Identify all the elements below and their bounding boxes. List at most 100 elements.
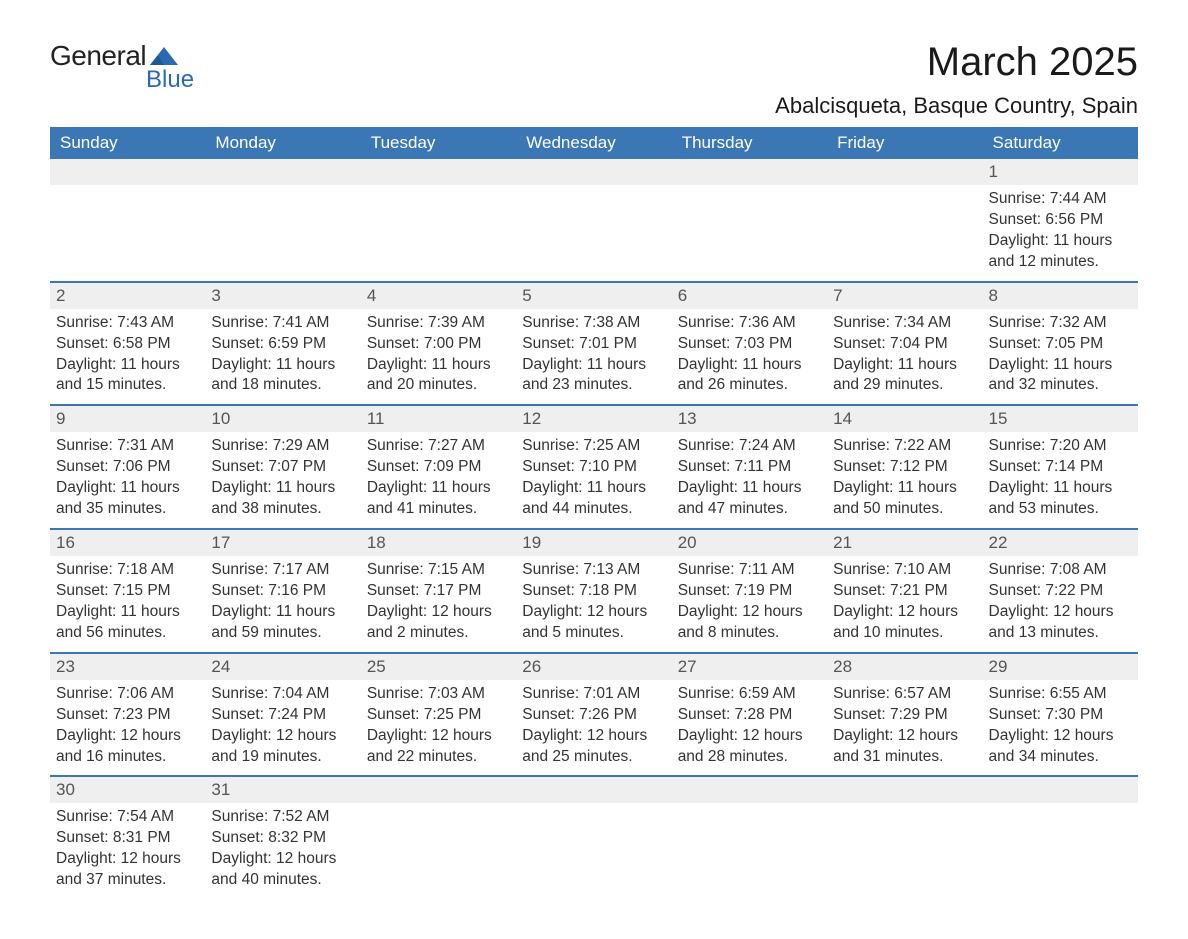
week-daynum-row: 23242526272829 bbox=[50, 653, 1138, 680]
day-detail-cell: Sunrise: 7:11 AMSunset: 7:19 PMDaylight:… bbox=[672, 556, 827, 653]
logo-text-blue: Blue bbox=[146, 66, 194, 94]
daylight-text: Daylight: 12 hours and 28 minutes. bbox=[678, 726, 817, 768]
day-number-cell: 28 bbox=[827, 653, 982, 680]
day-detail-cell: Sunrise: 7:20 AMSunset: 7:14 PMDaylight:… bbox=[983, 432, 1138, 529]
day-number-cell: 12 bbox=[516, 405, 671, 432]
sunrise-text: Sunrise: 7:06 AM bbox=[56, 684, 195, 705]
sunrise-text: Sunrise: 6:57 AM bbox=[833, 684, 972, 705]
day-number-cell: 30 bbox=[50, 776, 205, 803]
sunset-text: Sunset: 7:03 PM bbox=[678, 334, 817, 355]
sunset-text: Sunset: 7:01 PM bbox=[522, 334, 661, 355]
week-daynum-row: 3031 bbox=[50, 776, 1138, 803]
sunset-text: Sunset: 7:09 PM bbox=[367, 457, 506, 478]
day-detail-cell: Sunrise: 7:25 AMSunset: 7:10 PMDaylight:… bbox=[516, 432, 671, 529]
day-number-cell: 14 bbox=[827, 405, 982, 432]
daylight-text: Daylight: 12 hours and 34 minutes. bbox=[989, 726, 1128, 768]
sunrise-text: Sunrise: 7:13 AM bbox=[522, 560, 661, 581]
sunset-text: Sunset: 7:26 PM bbox=[522, 705, 661, 726]
sunset-text: Sunset: 8:32 PM bbox=[211, 828, 350, 849]
sunrise-text: Sunrise: 7:34 AM bbox=[833, 313, 972, 334]
day-detail-cell: Sunrise: 7:10 AMSunset: 7:21 PMDaylight:… bbox=[827, 556, 982, 653]
day-number-cell: 8 bbox=[983, 282, 1138, 309]
sunrise-text: Sunrise: 7:27 AM bbox=[367, 436, 506, 457]
day-number-cell: 16 bbox=[50, 529, 205, 556]
day-number-cell bbox=[827, 159, 982, 185]
week-detail-row: Sunrise: 7:44 AMSunset: 6:56 PMDaylight:… bbox=[50, 185, 1138, 282]
week-detail-row: Sunrise: 7:43 AMSunset: 6:58 PMDaylight:… bbox=[50, 309, 1138, 406]
day-number-cell bbox=[516, 159, 671, 185]
day-number-cell: 20 bbox=[672, 529, 827, 556]
month-title: March 2025 bbox=[775, 40, 1138, 85]
daylight-text: Daylight: 11 hours and 12 minutes. bbox=[989, 231, 1128, 273]
day-number-cell: 4 bbox=[361, 282, 516, 309]
sunrise-text: Sunrise: 7:39 AM bbox=[367, 313, 506, 334]
week-daynum-row: 16171819202122 bbox=[50, 529, 1138, 556]
sunset-text: Sunset: 7:23 PM bbox=[56, 705, 195, 726]
sunset-text: Sunset: 7:05 PM bbox=[989, 334, 1128, 355]
sunrise-text: Sunrise: 7:11 AM bbox=[678, 560, 817, 581]
sunrise-text: Sunrise: 7:29 AM bbox=[211, 436, 350, 457]
sunrise-text: Sunrise: 7:08 AM bbox=[989, 560, 1128, 581]
day-detail-cell bbox=[672, 185, 827, 282]
day-detail-cell: Sunrise: 6:57 AMSunset: 7:29 PMDaylight:… bbox=[827, 680, 982, 777]
week-detail-row: Sunrise: 7:06 AMSunset: 7:23 PM Daylight:… bbox=[50, 680, 1138, 777]
sunrise-text: Sunrise: 7:32 AM bbox=[989, 313, 1128, 334]
day-number-cell bbox=[672, 776, 827, 803]
weekday-header: Friday bbox=[827, 127, 982, 159]
daylight-text: Daylight: 12 hours and 13 minutes. bbox=[989, 602, 1128, 644]
sunrise-text: Sunrise: 7:18 AM bbox=[56, 560, 195, 581]
sunset-text: Sunset: 7:14 PM bbox=[989, 457, 1128, 478]
day-detail-cell bbox=[672, 803, 827, 899]
day-number-cell: 27 bbox=[672, 653, 827, 680]
sunset-text: Sunset: 7:21 PM bbox=[833, 581, 972, 602]
day-number-cell: 17 bbox=[205, 529, 360, 556]
sunrise-text: Sunrise: 7:15 AM bbox=[367, 560, 506, 581]
day-detail-cell: Sunrise: 7:04 AMSunset: 7:24 PMDaylight:… bbox=[205, 680, 360, 777]
day-number-cell bbox=[983, 776, 1138, 803]
day-detail-cell: Sunrise: 7:24 AMSunset: 7:11 PMDaylight:… bbox=[672, 432, 827, 529]
day-number-cell: 21 bbox=[827, 529, 982, 556]
sunset-text: Sunset: 7:19 PM bbox=[678, 581, 817, 602]
sunset-text: Sunset: 7:00 PM bbox=[367, 334, 506, 355]
sunset-text: Sunset: 7:15 PM bbox=[56, 581, 195, 602]
sunrise-text: Sunrise: 7:24 AM bbox=[678, 436, 817, 457]
sunrise-text: Sunrise: 7:41 AM bbox=[211, 313, 350, 334]
daylight-text: Daylight: 12 hours and 37 minutes. bbox=[56, 849, 195, 891]
day-number-cell: 5 bbox=[516, 282, 671, 309]
day-number-cell: 1 bbox=[983, 159, 1138, 185]
logo-text-general: General bbox=[50, 40, 146, 72]
week-detail-row: Sunrise: 7:54 AMSunset: 8:31 PMDaylight:… bbox=[50, 803, 1138, 899]
daylight-text: Daylight: 11 hours and 18 minutes. bbox=[211, 355, 350, 397]
daylight-text: Daylight: 11 hours and 35 minutes. bbox=[56, 478, 195, 520]
day-number-cell: 13 bbox=[672, 405, 827, 432]
day-detail-cell bbox=[827, 803, 982, 899]
daylight-text: Daylight: 11 hours and 23 minutes. bbox=[522, 355, 661, 397]
day-number-cell: 25 bbox=[361, 653, 516, 680]
sunrise-text: Sunrise: 6:55 AM bbox=[989, 684, 1128, 705]
daylight-text: Daylight: 11 hours and 44 minutes. bbox=[522, 478, 661, 520]
sunrise-text: Sunrise: 7:44 AM bbox=[989, 189, 1128, 210]
daylight-text: Daylight: 11 hours and 29 minutes. bbox=[833, 355, 972, 397]
day-number-cell bbox=[205, 159, 360, 185]
day-detail-cell bbox=[205, 185, 360, 282]
day-number-cell: 18 bbox=[361, 529, 516, 556]
sunrise-text: Sunrise: 7:54 AM bbox=[56, 807, 195, 828]
day-detail-cell: Sunrise: 7:03 AMSunset: 7:25 PMDaylight:… bbox=[361, 680, 516, 777]
day-detail-cell: Sunrise: 7:06 AMSunset: 7:23 PMDaylight:… bbox=[50, 680, 205, 777]
weekday-header: Saturday bbox=[983, 127, 1138, 159]
daylight-text: Daylight: 12 hours and 22 minutes. bbox=[367, 726, 506, 768]
sunrise-text: Sunrise: 7:10 AM bbox=[833, 560, 972, 581]
sunrise-text: Sunrise: 7:01 AM bbox=[522, 684, 661, 705]
day-detail-cell: Sunrise: 7:44 AMSunset: 6:56 PMDaylight:… bbox=[983, 185, 1138, 282]
sunset-text: Sunset: 7:10 PM bbox=[522, 457, 661, 478]
sunset-text: Sunset: 7:18 PM bbox=[522, 581, 661, 602]
day-number-cell: 9 bbox=[50, 405, 205, 432]
sunset-text: Sunset: 7:04 PM bbox=[833, 334, 972, 355]
sunrise-text: Sunrise: 7:43 AM bbox=[56, 313, 195, 334]
day-detail-cell: Sunrise: 7:52 AMSunset: 8:32 PMDaylight:… bbox=[205, 803, 360, 899]
day-detail-cell: Sunrise: 7:08 AMSunset: 7:22 PMDaylight:… bbox=[983, 556, 1138, 653]
daylight-text: Daylight: 12 hours and 2 minutes. bbox=[367, 602, 506, 644]
weekday-header-row: SundayMondayTuesdayWednesdayThursdayFrid… bbox=[50, 127, 1138, 159]
week-daynum-row: 2345678 bbox=[50, 282, 1138, 309]
daylight-text: Daylight: 12 hours and 19 minutes. bbox=[211, 726, 350, 768]
